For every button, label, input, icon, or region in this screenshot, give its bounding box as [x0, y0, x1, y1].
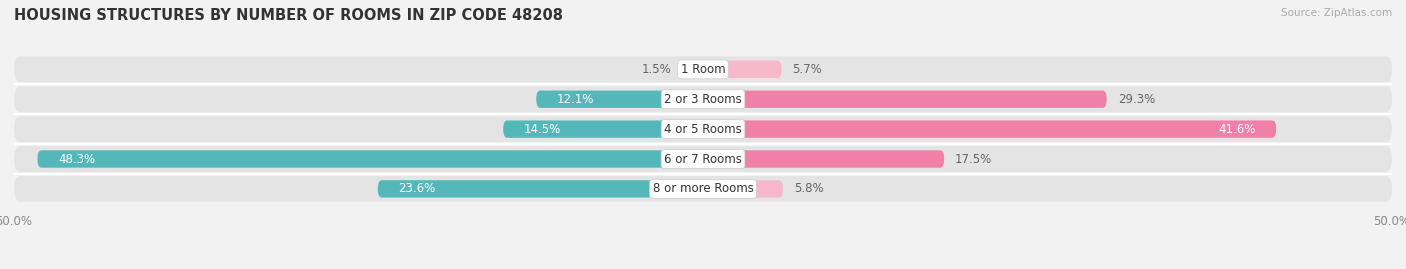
Text: 41.6%: 41.6%: [1218, 123, 1256, 136]
Text: HOUSING STRUCTURES BY NUMBER OF ROOMS IN ZIP CODE 48208: HOUSING STRUCTURES BY NUMBER OF ROOMS IN…: [14, 8, 562, 23]
FancyBboxPatch shape: [703, 121, 1277, 138]
FancyBboxPatch shape: [703, 61, 782, 78]
Text: 2 or 3 Rooms: 2 or 3 Rooms: [664, 93, 742, 106]
Text: 8 or more Rooms: 8 or more Rooms: [652, 182, 754, 195]
FancyBboxPatch shape: [703, 180, 783, 197]
Text: 12.1%: 12.1%: [557, 93, 595, 106]
Text: 5.8%: 5.8%: [794, 182, 824, 195]
Text: 1 Room: 1 Room: [681, 63, 725, 76]
FancyBboxPatch shape: [14, 146, 1392, 172]
FancyBboxPatch shape: [14, 176, 1392, 202]
FancyBboxPatch shape: [14, 86, 1392, 112]
Text: 5.7%: 5.7%: [793, 63, 823, 76]
FancyBboxPatch shape: [14, 56, 1392, 82]
Text: Source: ZipAtlas.com: Source: ZipAtlas.com: [1281, 8, 1392, 18]
FancyBboxPatch shape: [536, 91, 703, 108]
Text: 4 or 5 Rooms: 4 or 5 Rooms: [664, 123, 742, 136]
Text: 23.6%: 23.6%: [398, 182, 436, 195]
Text: 29.3%: 29.3%: [1118, 93, 1154, 106]
Text: 14.5%: 14.5%: [524, 123, 561, 136]
FancyBboxPatch shape: [503, 121, 703, 138]
Text: 17.5%: 17.5%: [955, 153, 993, 165]
FancyBboxPatch shape: [682, 61, 703, 78]
FancyBboxPatch shape: [703, 91, 1107, 108]
Text: 6 or 7 Rooms: 6 or 7 Rooms: [664, 153, 742, 165]
FancyBboxPatch shape: [378, 180, 703, 197]
FancyBboxPatch shape: [38, 150, 703, 168]
Text: 1.5%: 1.5%: [641, 63, 671, 76]
FancyBboxPatch shape: [703, 150, 945, 168]
FancyBboxPatch shape: [14, 116, 1392, 142]
Text: 48.3%: 48.3%: [58, 153, 96, 165]
